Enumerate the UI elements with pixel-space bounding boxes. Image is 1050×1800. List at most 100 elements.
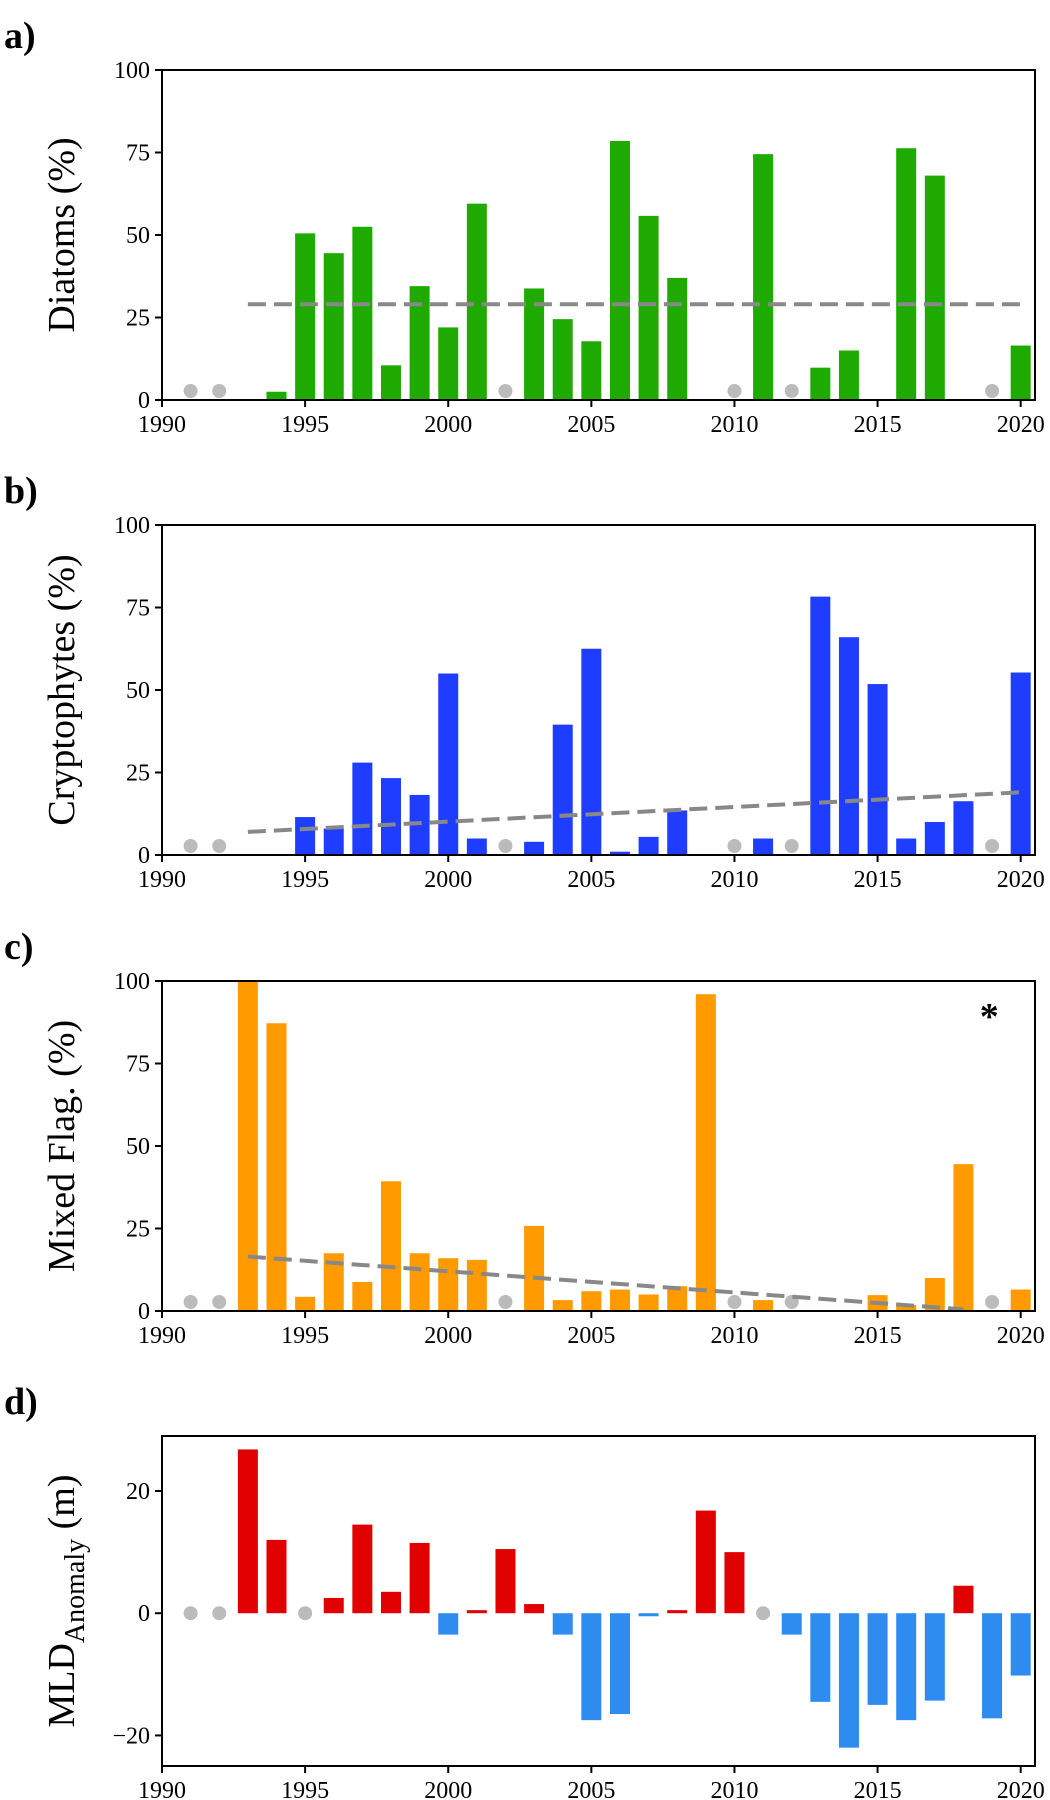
x-tick-label: 1990 <box>138 1778 186 1800</box>
bar-2016 <box>896 148 917 400</box>
bar-2014 <box>838 1613 859 1748</box>
bar-1993 <box>237 1449 258 1614</box>
x-axis: 1990 1995 2000 2005 2010 2015 2020 <box>138 1311 1045 1349</box>
missing-marker-2011 <box>756 1606 771 1621</box>
bar-2006 <box>609 1289 630 1311</box>
bar-1995 <box>295 1296 316 1311</box>
bar-1997 <box>352 1524 373 1614</box>
bar-1998 <box>380 1181 401 1311</box>
bar-2016 <box>896 838 917 855</box>
x-tick-label: 2010 <box>710 1778 758 1800</box>
x-tick-label: 2010 <box>710 412 758 438</box>
bar-1999 <box>409 286 430 400</box>
bar-2001 <box>466 838 487 855</box>
x-tick-label: 1990 <box>138 867 186 893</box>
bar-1996 <box>323 828 344 855</box>
bar-2002 <box>495 1549 516 1614</box>
missing-marker-2019 <box>985 839 1000 853</box>
bar-2005 <box>581 648 602 855</box>
bar-2005 <box>581 1613 602 1721</box>
x-tick-label: 2015 <box>854 1323 902 1349</box>
bar-1994 <box>266 1023 287 1311</box>
bar-2018 <box>953 801 974 855</box>
bar-2008 <box>667 277 688 400</box>
bar-2000 <box>438 1613 459 1635</box>
bar-1994 <box>266 1539 287 1614</box>
bar-2003 <box>524 288 545 400</box>
x-axis: 1990 1995 2000 2005 2010 2015 2020 <box>138 1766 1045 1800</box>
bar-2013 <box>810 596 831 855</box>
bar-2014 <box>838 637 859 855</box>
bar-2004 <box>552 724 573 855</box>
bar-2006 <box>609 140 630 400</box>
x-tick-label: 2010 <box>710 867 758 893</box>
x-tick-label: 2000 <box>424 1778 472 1800</box>
bar-2010 <box>724 1552 745 1614</box>
bar-2005 <box>581 341 602 400</box>
x-axis: 1990 1995 2000 2005 2010 2015 2020 <box>138 400 1045 438</box>
y-tick-label: 75 <box>126 596 150 622</box>
y-tick-label: 75 <box>126 141 150 167</box>
y-axis: −20 0 20 <box>112 1479 162 1749</box>
bar-1997 <box>352 226 373 400</box>
missing-marker-2002 <box>498 1295 513 1309</box>
panel-label: c) <box>4 926 34 968</box>
bar-2007 <box>638 836 659 855</box>
bar-2020 <box>1010 345 1031 400</box>
x-tick-label: 2000 <box>424 867 472 893</box>
x-tick-label: 2020 <box>997 1323 1045 1349</box>
bar-2006 <box>609 851 630 855</box>
bar-2020 <box>1010 672 1031 855</box>
bar-2003 <box>524 841 545 855</box>
bar-1997 <box>352 762 373 855</box>
bar-2006 <box>609 1613 630 1715</box>
bars <box>295 596 1031 855</box>
missing-marker-2010 <box>727 839 742 853</box>
missing-marker-2012 <box>784 384 799 398</box>
missing-marker-2010 <box>727 1295 742 1309</box>
bar-2003 <box>524 1604 545 1614</box>
y-tick-label: 25 <box>126 1217 150 1243</box>
x-tick-label: 1990 <box>138 1323 186 1349</box>
bar-2018 <box>953 1164 974 1311</box>
x-axis: 1990 1995 2000 2005 2010 2015 2020 <box>138 855 1045 893</box>
missing-marker-1992 <box>212 384 227 398</box>
missing-marker-1991 <box>183 384 198 398</box>
bar-1996 <box>323 1253 344 1311</box>
x-tick-label: 2010 <box>710 1323 758 1349</box>
missing-marker-1992 <box>212 1295 227 1309</box>
bar-2020 <box>1010 1613 1031 1676</box>
y-axis-title: Mixed Flag. (%) <box>41 1020 83 1272</box>
missing-marker-1991 <box>183 1295 198 1309</box>
bar-2007 <box>638 215 659 400</box>
missing-marker-1991 <box>183 839 198 853</box>
missing-marker-2010 <box>727 384 742 398</box>
panel-a: 1990 1995 2000 2005 2010 2015 2020 0 25 50 75 100 Di… <box>4 15 1045 438</box>
bar-2003 <box>524 1225 545 1311</box>
y-tick-label: 20 <box>126 1479 150 1505</box>
x-tick-label: 1995 <box>281 1778 329 1800</box>
bar-2015 <box>867 1613 888 1705</box>
bar-2017 <box>924 175 945 400</box>
bar-1995 <box>295 233 316 400</box>
y-tick-label: 0 <box>138 843 150 869</box>
y-tick-label: 0 <box>138 1601 150 1627</box>
missing-marker-2019 <box>985 384 1000 398</box>
bar-2016 <box>896 1305 917 1311</box>
bar-2019 <box>982 1613 1003 1719</box>
bar-2007 <box>638 1294 659 1311</box>
x-tick-label: 2020 <box>997 412 1045 438</box>
bar-2017 <box>924 1613 945 1701</box>
y-axis: 0 25 50 75 100 <box>114 969 162 1325</box>
x-tick-label: 2020 <box>997 1778 1045 1800</box>
bar-2018 <box>953 1585 974 1614</box>
y-axis-title-sub: Anomaly <box>60 1539 91 1643</box>
bar-2001 <box>466 203 487 400</box>
bar-2012 <box>781 1613 802 1635</box>
y-axis-title: MLDAnomaly (m) <box>41 1474 91 1727</box>
bar-2000 <box>438 1258 459 1311</box>
y-tick-label: 50 <box>126 1134 150 1160</box>
x-tick-label: 1995 <box>281 1323 329 1349</box>
x-tick-label: 1995 <box>281 867 329 893</box>
